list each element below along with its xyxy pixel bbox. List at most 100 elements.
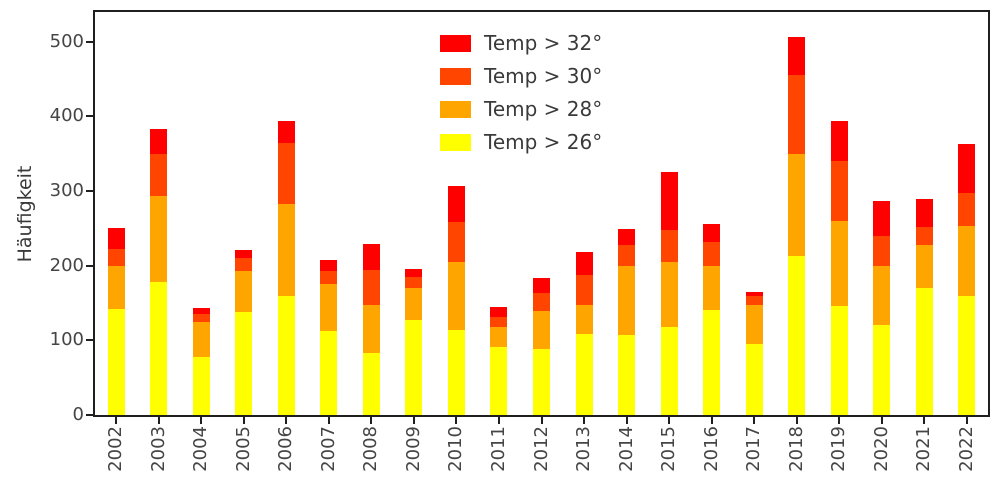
bar-segment-2007 xyxy=(320,330,338,415)
x-tick-mark xyxy=(965,417,968,424)
x-tick-mark xyxy=(285,417,288,424)
bar-segment-2010 xyxy=(447,329,465,415)
plot-area: Temp > 32° Temp > 30° Temp > 28° Temp > … xyxy=(93,10,990,417)
y-tick-mark xyxy=(86,190,93,193)
bar-segment-2004 xyxy=(192,321,210,357)
bar-2022 xyxy=(958,144,976,415)
bar-segment-2008 xyxy=(362,269,380,305)
bar-segment-2012 xyxy=(533,349,550,415)
bar-segment-2016 xyxy=(703,241,721,266)
bar-segment-2021 xyxy=(915,199,933,227)
bar-segment-2018 xyxy=(788,153,806,257)
bar-segment-2011 xyxy=(490,347,508,415)
x-tick-mark xyxy=(540,417,543,424)
bar-2014 xyxy=(618,229,636,415)
y-tick-mark xyxy=(86,115,93,118)
x-tick-mark xyxy=(838,417,841,424)
bar-segment-2016 xyxy=(703,223,721,242)
legend-item-temp-26: Temp > 26° xyxy=(440,131,602,153)
bar-segment-2019 xyxy=(830,120,848,162)
bar-2015 xyxy=(660,171,678,415)
bar-2008 xyxy=(362,244,380,415)
x-tick-mark xyxy=(880,417,883,424)
bar-segment-2002 xyxy=(107,309,125,415)
bar-segment-2020 xyxy=(873,200,891,236)
x-tick-label-2008: 2008 xyxy=(360,426,382,472)
bar-2005 xyxy=(235,250,253,415)
bar-segment-2005 xyxy=(235,258,253,271)
bar-segment-2021 xyxy=(915,288,933,415)
bar-2006 xyxy=(277,120,295,415)
bar-segment-2005 xyxy=(235,312,253,415)
bar-segment-2002 xyxy=(107,249,125,266)
x-tick-label-2013: 2013 xyxy=(573,426,595,472)
bar-segment-2002 xyxy=(107,228,125,250)
legend-swatch-temp-26 xyxy=(440,133,471,151)
x-tick-label-2010: 2010 xyxy=(445,426,467,472)
bar-segment-2011 xyxy=(490,316,508,327)
bar-segment-2014 xyxy=(618,265,636,336)
bar-segment-2009 xyxy=(405,288,423,321)
x-tick-label-2003: 2003 xyxy=(147,426,169,472)
x-tick-label-2004: 2004 xyxy=(190,426,212,472)
y-tick-mark xyxy=(86,40,93,43)
x-tick-mark xyxy=(753,417,756,424)
bar-segment-2019 xyxy=(830,220,848,307)
bar-segment-2022 xyxy=(958,144,976,194)
legend-swatch-temp-30 xyxy=(440,67,471,85)
bar-segment-2017 xyxy=(745,291,763,296)
bar-segment-2018 xyxy=(788,36,806,76)
bar-segment-2011 xyxy=(490,306,508,317)
bar-2021 xyxy=(915,199,933,415)
bar-segment-2019 xyxy=(830,306,848,415)
bar-segment-2015 xyxy=(660,229,678,263)
x-tick-mark xyxy=(625,417,628,424)
y-tick-label: 400 xyxy=(49,105,84,127)
x-tick-label-2021: 2021 xyxy=(913,426,935,472)
bar-2016 xyxy=(703,223,721,415)
bar-segment-2022 xyxy=(958,193,976,227)
legend: Temp > 32° Temp > 30° Temp > 28° Temp > … xyxy=(440,32,602,153)
legend-label-temp-32: Temp > 32° xyxy=(484,31,603,55)
bar-segment-2014 xyxy=(618,229,636,245)
x-tick-label-2007: 2007 xyxy=(317,426,339,472)
y-tick-label: 0 xyxy=(72,404,84,425)
bar-segment-2015 xyxy=(660,326,678,415)
x-tick-mark xyxy=(370,417,373,424)
bar-segment-2020 xyxy=(873,265,891,326)
bar-2003 xyxy=(150,129,168,415)
bar-segment-2013 xyxy=(575,251,593,275)
bar-2007 xyxy=(320,259,338,415)
bar-segment-2010 xyxy=(447,222,465,263)
bar-segment-2007 xyxy=(320,259,338,271)
x-tick-label-2015: 2015 xyxy=(658,426,680,472)
bar-segment-2009 xyxy=(405,320,423,415)
bar-segment-2006 xyxy=(277,120,295,143)
x-tick-mark xyxy=(115,417,118,424)
bar-segment-2010 xyxy=(447,262,465,330)
bar-segment-2007 xyxy=(320,284,338,331)
bar-2010 xyxy=(447,185,465,415)
bar-segment-2004 xyxy=(192,356,210,415)
bar-segment-2017 xyxy=(745,344,763,415)
bar-segment-2015 xyxy=(660,262,678,327)
x-tick-label-2006: 2006 xyxy=(275,426,297,472)
x-tick-label-2018: 2018 xyxy=(785,426,807,472)
bar-segment-2020 xyxy=(873,235,891,266)
bar-segment-2014 xyxy=(618,244,636,266)
bar-segment-2006 xyxy=(277,203,295,296)
bar-2013 xyxy=(575,251,593,415)
bar-segment-2006 xyxy=(277,295,295,415)
legend-item-temp-28: Temp > 28° xyxy=(440,98,602,120)
y-tick-label: 500 xyxy=(49,30,84,52)
bar-2020 xyxy=(873,200,891,415)
x-tick-mark xyxy=(497,417,500,424)
x-tick-label-2011: 2011 xyxy=(487,426,509,472)
x-tick-label-2012: 2012 xyxy=(530,426,552,472)
x-tick-label-2016: 2016 xyxy=(700,426,722,472)
bar-segment-2013 xyxy=(575,274,593,305)
legend-label-temp-30: Temp > 30° xyxy=(484,64,603,88)
bar-segment-2007 xyxy=(320,270,338,285)
bar-segment-2022 xyxy=(958,295,976,415)
bar-segment-2017 xyxy=(745,295,763,305)
